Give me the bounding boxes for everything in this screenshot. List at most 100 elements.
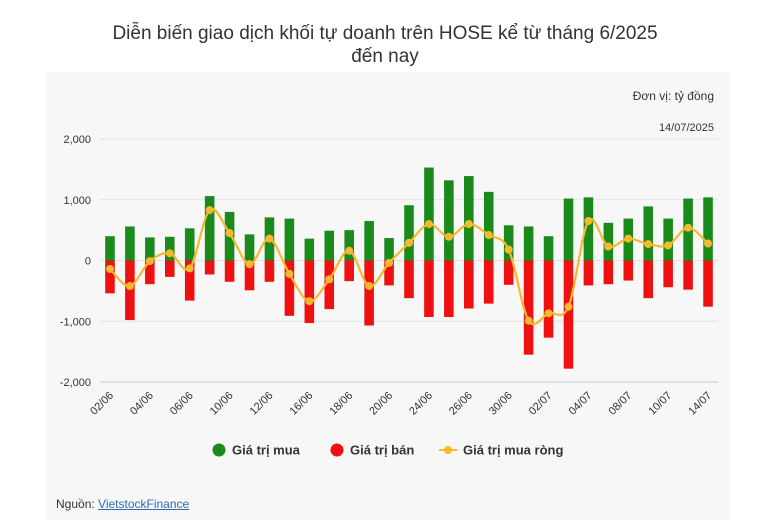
bar-buy bbox=[523, 226, 534, 261]
y-tick-label: 1,000 bbox=[63, 195, 91, 207]
chart-title: Diễn biến giao dịch khối tự doanh trên H… bbox=[0, 22, 770, 68]
bar-buy bbox=[164, 236, 175, 261]
bar-buy bbox=[304, 238, 315, 261]
net-point bbox=[405, 238, 413, 247]
bar-buy bbox=[145, 237, 155, 261]
x-tick-label: 20/06 bbox=[367, 390, 395, 418]
x-tick-label: 04/06 bbox=[128, 390, 156, 418]
legend-net-label: Giá trị mua ròng bbox=[463, 443, 563, 458]
bar-buy bbox=[424, 167, 434, 261]
y-tick-label: 2,000 bbox=[63, 134, 91, 146]
x-tick-label: 26/06 bbox=[447, 390, 475, 418]
y-tick-label: -1,000 bbox=[60, 316, 91, 328]
net-point bbox=[365, 282, 374, 291]
net-point bbox=[185, 264, 194, 273]
net-point bbox=[444, 232, 453, 241]
x-tick-label: 16/06 bbox=[287, 390, 315, 418]
bar-buy bbox=[364, 221, 374, 261]
bar-sell bbox=[284, 260, 295, 316]
bar-buy bbox=[244, 234, 255, 261]
net-point bbox=[484, 230, 493, 239]
bar-sell bbox=[583, 260, 594, 286]
bar-sell bbox=[204, 260, 215, 275]
bar-buy bbox=[563, 198, 574, 261]
x-tick-label: 24/06 bbox=[407, 390, 435, 418]
net-point bbox=[125, 282, 134, 291]
net-point bbox=[265, 234, 274, 243]
net-point bbox=[544, 309, 553, 318]
x-tick-label: 30/06 bbox=[487, 390, 515, 418]
bar-sell bbox=[424, 260, 434, 317]
bar-buy bbox=[404, 205, 414, 261]
bar-sell bbox=[364, 260, 374, 326]
bar-buy bbox=[483, 191, 494, 261]
net-point bbox=[385, 258, 394, 267]
bar-buy bbox=[125, 226, 135, 261]
net-point bbox=[225, 229, 234, 238]
x-tick-label: 04/07 bbox=[567, 390, 595, 418]
bar-sell bbox=[184, 260, 195, 301]
net-point bbox=[604, 242, 613, 251]
legend-buy-label: Giá trị mua bbox=[232, 443, 301, 458]
net-point bbox=[205, 206, 214, 215]
x-tick-label: 14/07 bbox=[686, 390, 714, 418]
bar-sell bbox=[603, 260, 614, 285]
net-point bbox=[345, 246, 354, 255]
x-tick-label: 10/07 bbox=[646, 390, 674, 418]
bar-sell bbox=[444, 260, 454, 317]
bar-sell bbox=[384, 260, 394, 286]
x-tick-label: 02/06 bbox=[88, 390, 116, 418]
bar-buy bbox=[543, 236, 554, 261]
bar-buy bbox=[703, 197, 713, 261]
x-tick-label: 06/06 bbox=[168, 390, 196, 418]
bar-sell bbox=[563, 260, 574, 369]
source-link[interactable]: VietstockFinance bbox=[98, 497, 190, 511]
bar-sell bbox=[503, 260, 514, 285]
bar-sell bbox=[304, 260, 315, 324]
bar-sell bbox=[125, 260, 135, 321]
bar-buy bbox=[344, 230, 354, 261]
net-point bbox=[305, 297, 314, 306]
net-point bbox=[584, 217, 593, 226]
bar-buy bbox=[184, 228, 195, 261]
net-point bbox=[644, 240, 653, 249]
legend-net-marker bbox=[444, 446, 452, 454]
bar-sell bbox=[703, 260, 713, 307]
net-point bbox=[285, 269, 294, 278]
net-point bbox=[105, 265, 114, 274]
net-point bbox=[165, 249, 174, 258]
net-point bbox=[245, 260, 254, 269]
chart-title-line1: Diễn biến giao dịch khối tự doanh trên H… bbox=[112, 23, 658, 44]
bar-buy bbox=[663, 218, 673, 261]
bar-sell bbox=[663, 260, 673, 288]
bar-buy bbox=[284, 218, 295, 261]
unit-label: Đơn vị: tỷ đồng bbox=[632, 89, 714, 103]
source-note: Nguồn: VietstockFinance bbox=[56, 497, 189, 511]
bar-buy bbox=[503, 225, 514, 261]
bar-sell bbox=[483, 260, 494, 304]
bar-sell bbox=[683, 260, 693, 290]
bar-sell bbox=[344, 260, 354, 282]
x-tick-label: 08/07 bbox=[606, 390, 634, 418]
bar-sell bbox=[523, 260, 534, 355]
bar-sell bbox=[224, 260, 235, 282]
bar-buy bbox=[464, 176, 474, 261]
bar-sell bbox=[643, 260, 654, 299]
y-tick-label: -2,000 bbox=[60, 377, 91, 389]
x-tick-label: 02/07 bbox=[527, 390, 555, 418]
bar-buy bbox=[444, 180, 454, 261]
bar-buy bbox=[643, 206, 654, 261]
legend-sell-marker bbox=[330, 443, 344, 457]
net-point bbox=[464, 220, 473, 229]
legend-sell-label: Giá trị bán bbox=[350, 443, 414, 458]
date-label: 14/07/2025 bbox=[658, 122, 714, 134]
bar-sell bbox=[464, 260, 474, 309]
net-point bbox=[684, 223, 693, 232]
bar-buy bbox=[384, 238, 394, 261]
bar-sell bbox=[105, 260, 115, 294]
bar-sell bbox=[164, 260, 175, 277]
bar-sell bbox=[404, 260, 414, 299]
bar-sell bbox=[543, 260, 554, 338]
bar-sell bbox=[324, 260, 335, 310]
source-label: Nguồn: bbox=[56, 497, 99, 511]
